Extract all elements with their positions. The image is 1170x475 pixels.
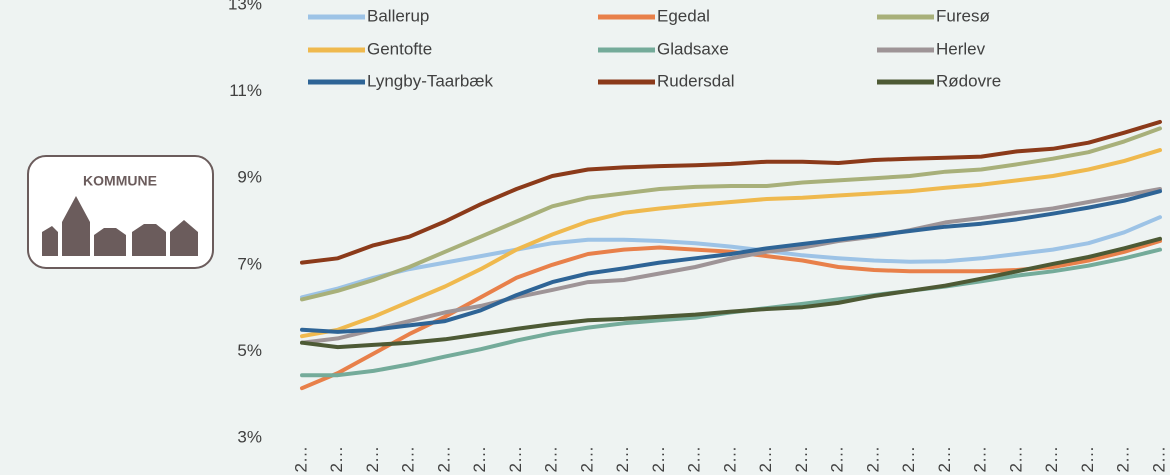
x-tick-label: 2… [792, 446, 811, 472]
legend-label: Lyngby-Taarbæk [367, 71, 493, 90]
legend-label: Herlev [936, 39, 986, 58]
x-tick-label: 2… [363, 446, 382, 472]
x-tick-label: 2… [506, 446, 525, 472]
y-tick-label: 9% [237, 168, 262, 187]
x-tick-label: 2… [1114, 446, 1133, 472]
line [300, 187, 1162, 345]
x-tick-label: 2… [291, 446, 310, 472]
y-tick-label: 13% [228, 0, 262, 13]
x-tick-label: 2… [613, 446, 632, 472]
x-tick-label: 2… [863, 446, 882, 472]
x-tick-label: 2… [685, 446, 704, 472]
x-tick-label: 2… [542, 446, 561, 472]
x-tick-label: 2… [1149, 446, 1168, 472]
x-tick-label: 2… [649, 446, 668, 472]
legend-label: Gentofte [367, 39, 432, 58]
legend-label: Gladsaxe [657, 39, 729, 58]
x-tick-label: 2… [935, 446, 954, 472]
line [300, 189, 1162, 334]
y-tick-label: 7% [237, 254, 262, 273]
logo-houses [42, 196, 198, 256]
legend-label: Rudersdal [657, 71, 735, 90]
y-tick-label: 3% [237, 427, 262, 446]
legend-label: Egedal [657, 6, 710, 25]
logo: KOMMUNE [27, 155, 214, 269]
line [300, 236, 1162, 350]
x-tick-label: 2… [399, 446, 418, 472]
x-tick-label: 2… [577, 446, 596, 472]
x-tick-label: 2… [899, 446, 918, 472]
x-tick-label: 2… [720, 446, 739, 472]
x-tick-label: 2… [470, 446, 489, 472]
y-tick-label: 5% [237, 341, 262, 360]
logo-text: KOMMUNE [83, 173, 157, 189]
line [300, 148, 1162, 339]
legend-label: Furesø [936, 6, 990, 25]
line [300, 215, 1162, 300]
legend-label: Ballerup [367, 6, 429, 25]
y-tick-label: 11% [229, 81, 262, 100]
x-tick-label: 2… [756, 446, 775, 472]
line [300, 119, 1162, 265]
x-tick-label: 2… [1042, 446, 1061, 472]
x-tick-label: 2… [971, 446, 990, 472]
x-tick-label: 2… [1006, 446, 1025, 472]
legend-label: Rødovre [936, 71, 1001, 90]
x-tick-label: 2… [828, 446, 847, 472]
x-tick-label: 2… [434, 446, 453, 472]
x-tick-label: 2… [1078, 446, 1097, 472]
x-tick-label: 2… [327, 446, 346, 472]
line [300, 126, 1162, 302]
